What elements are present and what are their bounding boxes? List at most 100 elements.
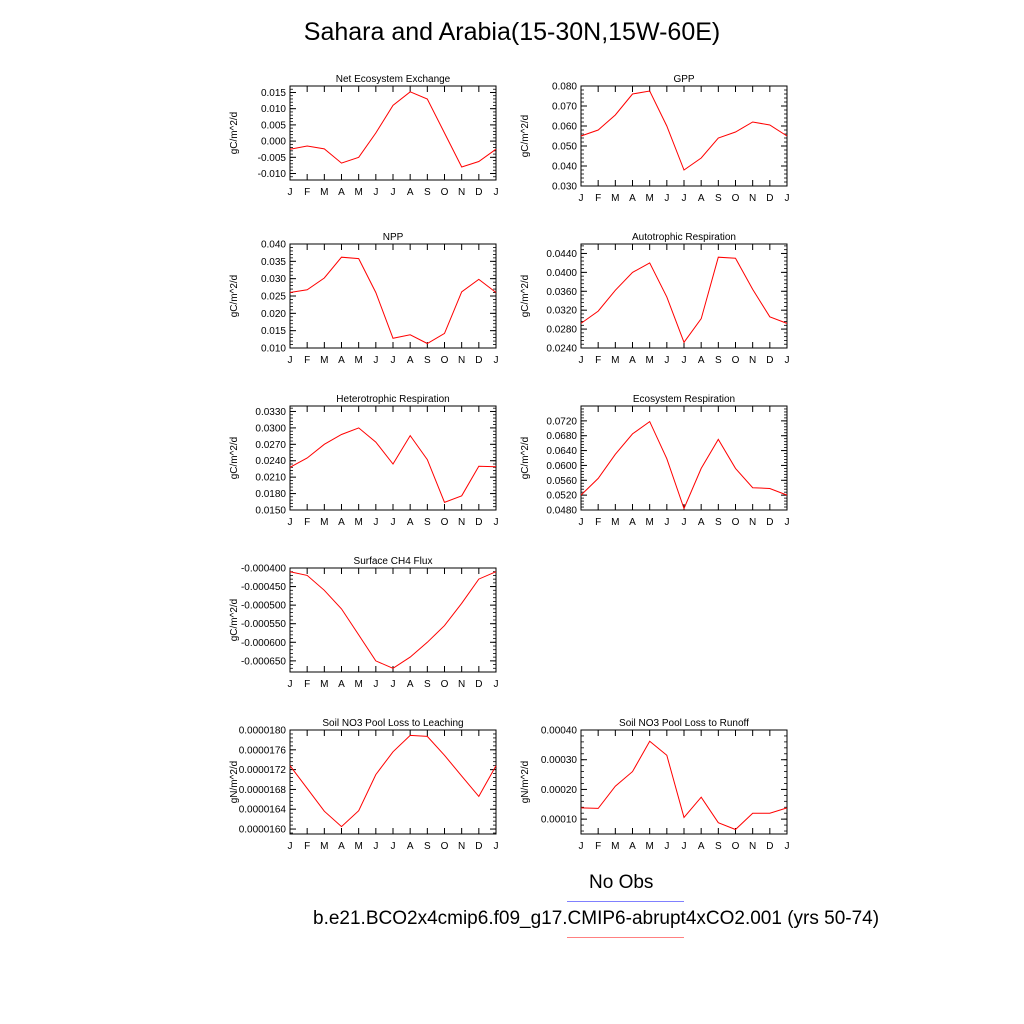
x-tick-label: O (732, 355, 740, 366)
x-tick-label: M (320, 517, 328, 528)
y-tick-label: 0.0270 (255, 440, 286, 451)
y-tick-label: 0.0320 (546, 306, 577, 317)
y-axis-label: gC/m^2/d (520, 115, 531, 158)
x-tick-label: N (458, 841, 465, 852)
y-axis-label: gC/m^2/d (229, 599, 240, 642)
x-tick-label: F (595, 193, 601, 204)
x-tick-label: J (682, 193, 687, 204)
chart-panel-4: Autotrophic Respiration gC/m^2/d 0.0240 0.0… (520, 232, 790, 366)
y-tick-label: 0.0360 (546, 287, 577, 298)
y-tick-label: -0.000400 (241, 564, 286, 575)
x-tick-label: M (645, 355, 653, 366)
series-line (580, 740, 788, 831)
x-tick-label: M (645, 841, 653, 852)
y-tick-label: 0.0000172 (239, 765, 287, 776)
y-tick-label: 0.00040 (541, 726, 578, 737)
x-tick-label: S (715, 355, 722, 366)
x-tick-label: M (354, 355, 362, 366)
x-tick-label: M (611, 841, 619, 852)
y-tick-label: -0.005 (258, 153, 287, 164)
x-tick-label: J (785, 517, 790, 528)
panel-title: Autotrophic Respiration (632, 232, 736, 243)
x-tick-label: D (766, 841, 773, 852)
x-tick-label: N (749, 355, 756, 366)
chart-panel-8: Soil NO3 Pool Loss to LeachinggN/m^2/d0.… (229, 718, 499, 852)
series-line (580, 256, 788, 344)
x-tick-label: A (698, 517, 705, 528)
x-tick-label: J (494, 841, 499, 852)
y-tick-label: 0.010 (261, 104, 286, 115)
plot-frame (580, 405, 788, 511)
y-tick-label: -0.000550 (241, 619, 286, 630)
x-tick-label: S (424, 679, 431, 690)
y-tick-label: 0.0440 (546, 249, 577, 260)
x-tick-label: J (785, 841, 790, 852)
x-tick-label: J (288, 841, 293, 852)
legend-obs-label: No Obs (589, 872, 654, 893)
x-tick-label: D (766, 355, 773, 366)
x-tick-label: M (320, 187, 328, 198)
x-tick-label: J (373, 679, 378, 690)
y-tick-label: 0.020 (261, 309, 286, 320)
x-tick-label: O (441, 355, 449, 366)
y-tick-label: 0.040 (552, 162, 577, 173)
y-tick-label: 0.030 (552, 182, 577, 193)
x-tick-label: J (373, 517, 378, 528)
x-tick-label: J (494, 187, 499, 198)
y-tick-label: 0.000 (261, 137, 286, 148)
y-tick-label: 0.010 (261, 344, 286, 355)
chart-panel-3: NPP gC/m^2/d 0.010 0.015 0.020 0.025 0.030 0.03… (229, 232, 499, 366)
series-line (289, 734, 497, 828)
x-tick-label: F (595, 841, 601, 852)
y-tick-label: 0.0640 (546, 446, 577, 457)
y-tick-label: 0.0000176 (239, 745, 287, 756)
panel-title: Heterotrophic Respiration (336, 394, 449, 405)
y-tick-label: 0.0000160 (239, 825, 287, 836)
x-tick-label: J (391, 355, 396, 366)
y-axis-label: gC/m^2/d (229, 275, 240, 318)
x-tick-label: M (320, 679, 328, 690)
x-tick-label: S (715, 841, 722, 852)
y-axis-label: gC/m^2/d (229, 437, 240, 480)
x-tick-label: F (595, 355, 601, 366)
panel-title: Surface CH4 Flux (354, 556, 433, 567)
x-tick-label: J (682, 355, 687, 366)
y-tick-label: 0.005 (261, 120, 286, 131)
x-tick-label: M (645, 193, 653, 204)
x-tick-label: J (579, 517, 584, 528)
x-tick-label: J (391, 679, 396, 690)
x-tick-label: J (373, 187, 378, 198)
x-tick-label: A (629, 517, 636, 528)
panel-title: Soil NO3 Pool Loss to Leaching (322, 718, 463, 729)
plot-frame (289, 729, 497, 835)
y-tick-label: 0.030 (261, 274, 286, 285)
y-tick-label: 0.060 (552, 122, 577, 133)
y-tick-label: 0.0280 (546, 325, 577, 336)
x-tick-label: A (338, 517, 345, 528)
y-tick-label: 0.00030 (541, 755, 578, 766)
y-axis-label: gN/m^2/d (229, 761, 240, 804)
x-tick-label: O (732, 193, 740, 204)
x-tick-label: A (407, 841, 414, 852)
x-tick-label: J (288, 355, 293, 366)
x-tick-label: J (664, 355, 669, 366)
chart-panel-9: Soil NO3 Pool Loss to Runoff gN/m^2/d 0.00… (520, 718, 790, 852)
y-tick-label: 0.035 (261, 257, 286, 268)
x-tick-label: J (288, 187, 293, 198)
panel-title: Net Ecosystem Exchange (336, 74, 451, 85)
x-tick-label: N (458, 355, 465, 366)
x-tick-label: J (373, 841, 378, 852)
x-tick-label: A (629, 841, 636, 852)
x-tick-label: D (475, 187, 482, 198)
chart-panel-6: Ecosystem Respiration gC/m^2/d 0.0480 0.052… (520, 394, 790, 528)
x-tick-label: J (494, 355, 499, 366)
y-tick-label: -0.010 (258, 169, 287, 180)
y-tick-label: 0.0680 (546, 431, 577, 442)
y-tick-label: 0.050 (552, 142, 577, 153)
y-axis-label: gN/m^2/d (520, 761, 531, 804)
y-tick-label: 0.0000168 (239, 785, 287, 796)
x-tick-label: F (304, 355, 310, 366)
y-tick-label: 0.040 (261, 240, 286, 251)
series-line (289, 256, 497, 345)
